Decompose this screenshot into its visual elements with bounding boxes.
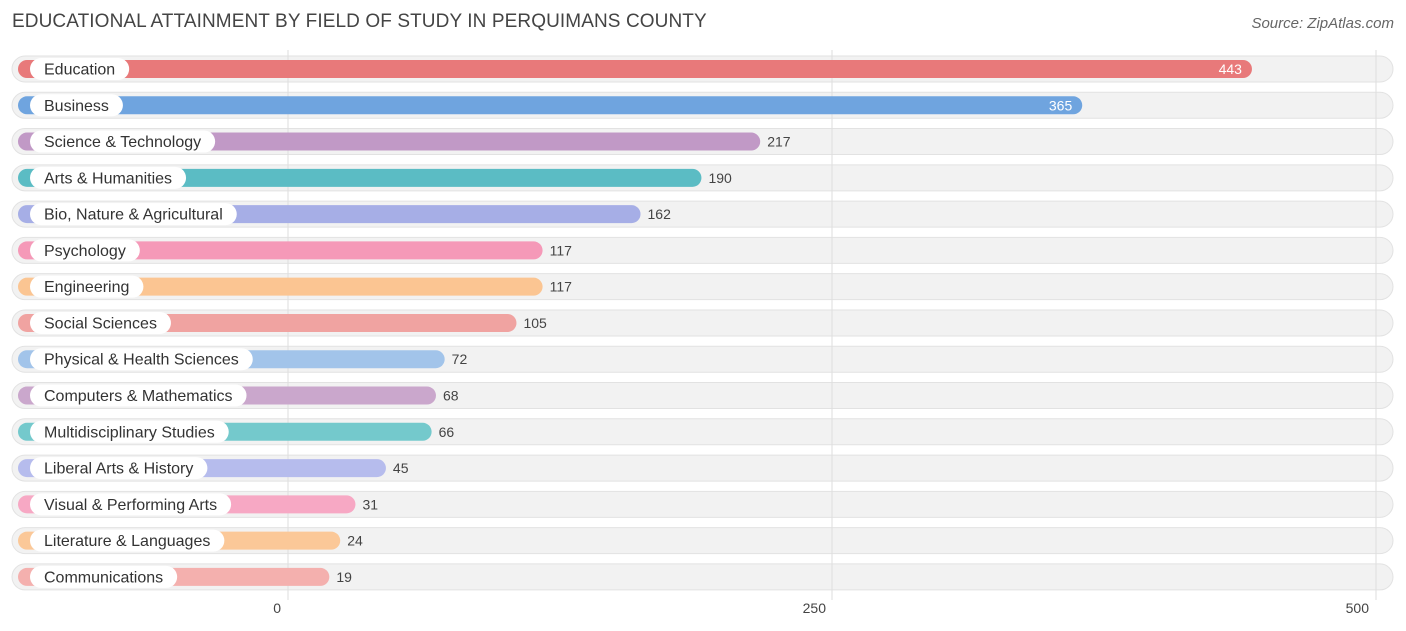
value-label: 19 xyxy=(336,569,352,585)
value-label: 45 xyxy=(393,460,409,476)
category-label: Business xyxy=(44,98,109,115)
category-label: Education xyxy=(44,62,115,79)
row-track xyxy=(11,563,1394,591)
bar[interactable] xyxy=(18,60,1252,78)
category-label-pill xyxy=(30,130,216,153)
value-label: 162 xyxy=(648,206,672,222)
category-label-pill xyxy=(30,275,144,298)
category-label: Visual & Performing Arts xyxy=(44,497,217,514)
row-track xyxy=(11,490,1394,518)
value-label: 217 xyxy=(767,134,791,150)
category-label: Psychology xyxy=(44,243,126,260)
category-label: Science & Technology xyxy=(44,134,201,151)
category-label-pill xyxy=(30,384,247,407)
bar[interactable] xyxy=(18,277,543,296)
source-label: Source: ZipAtlas.com xyxy=(1251,15,1394,32)
value-label: 72 xyxy=(452,351,468,367)
category-label: Social Sciences xyxy=(44,315,157,332)
value-label: 31 xyxy=(362,496,378,512)
x-tick-label: 0 xyxy=(273,600,281,616)
category-label-pill xyxy=(30,166,187,189)
value-label: 24 xyxy=(347,533,363,549)
chart-title: EDUCATIONAL ATTAINMENT BY FIELD OF STUDY… xyxy=(12,11,707,32)
category-label: Computers & Mathematics xyxy=(44,388,233,405)
category-label-pill xyxy=(30,94,123,117)
value-label: 66 xyxy=(439,424,455,440)
category-label: Bio, Nature & Agricultural xyxy=(44,207,223,224)
bar[interactable] xyxy=(18,96,1083,115)
category-label-pill xyxy=(30,529,225,552)
value-label: 190 xyxy=(708,170,732,186)
category-label-pill xyxy=(30,420,229,443)
bar[interactable] xyxy=(18,168,702,187)
category-label-pill xyxy=(30,203,237,226)
category-label-pill xyxy=(30,311,171,334)
value-label: 68 xyxy=(443,388,459,404)
category-label-pill xyxy=(30,457,208,480)
category-label-pill xyxy=(30,58,130,80)
category-label-pill xyxy=(30,239,140,262)
category-label-pill xyxy=(30,493,232,516)
value-label: 105 xyxy=(523,315,547,331)
category-label-pill xyxy=(30,348,253,371)
category-label: Arts & Humanities xyxy=(44,170,172,187)
row-track xyxy=(11,527,1394,555)
category-label: Communications xyxy=(44,569,163,586)
value-label: 117 xyxy=(550,242,573,258)
bar[interactable] xyxy=(18,241,543,260)
category-label: Engineering xyxy=(44,279,129,296)
x-tick-label: 250 xyxy=(803,600,827,616)
category-label-pill xyxy=(30,565,178,588)
value-label: 117 xyxy=(550,279,573,295)
category-label: Liberal Arts & History xyxy=(44,461,193,478)
category-label: Multidisciplinary Studies xyxy=(44,424,215,441)
x-tick-label: 500 xyxy=(1346,600,1370,616)
category-label: Physical & Health Sciences xyxy=(44,352,239,369)
value-label: 443 xyxy=(1219,61,1243,77)
category-label: Literature & Languages xyxy=(44,533,210,550)
value-label: 365 xyxy=(1049,97,1073,113)
